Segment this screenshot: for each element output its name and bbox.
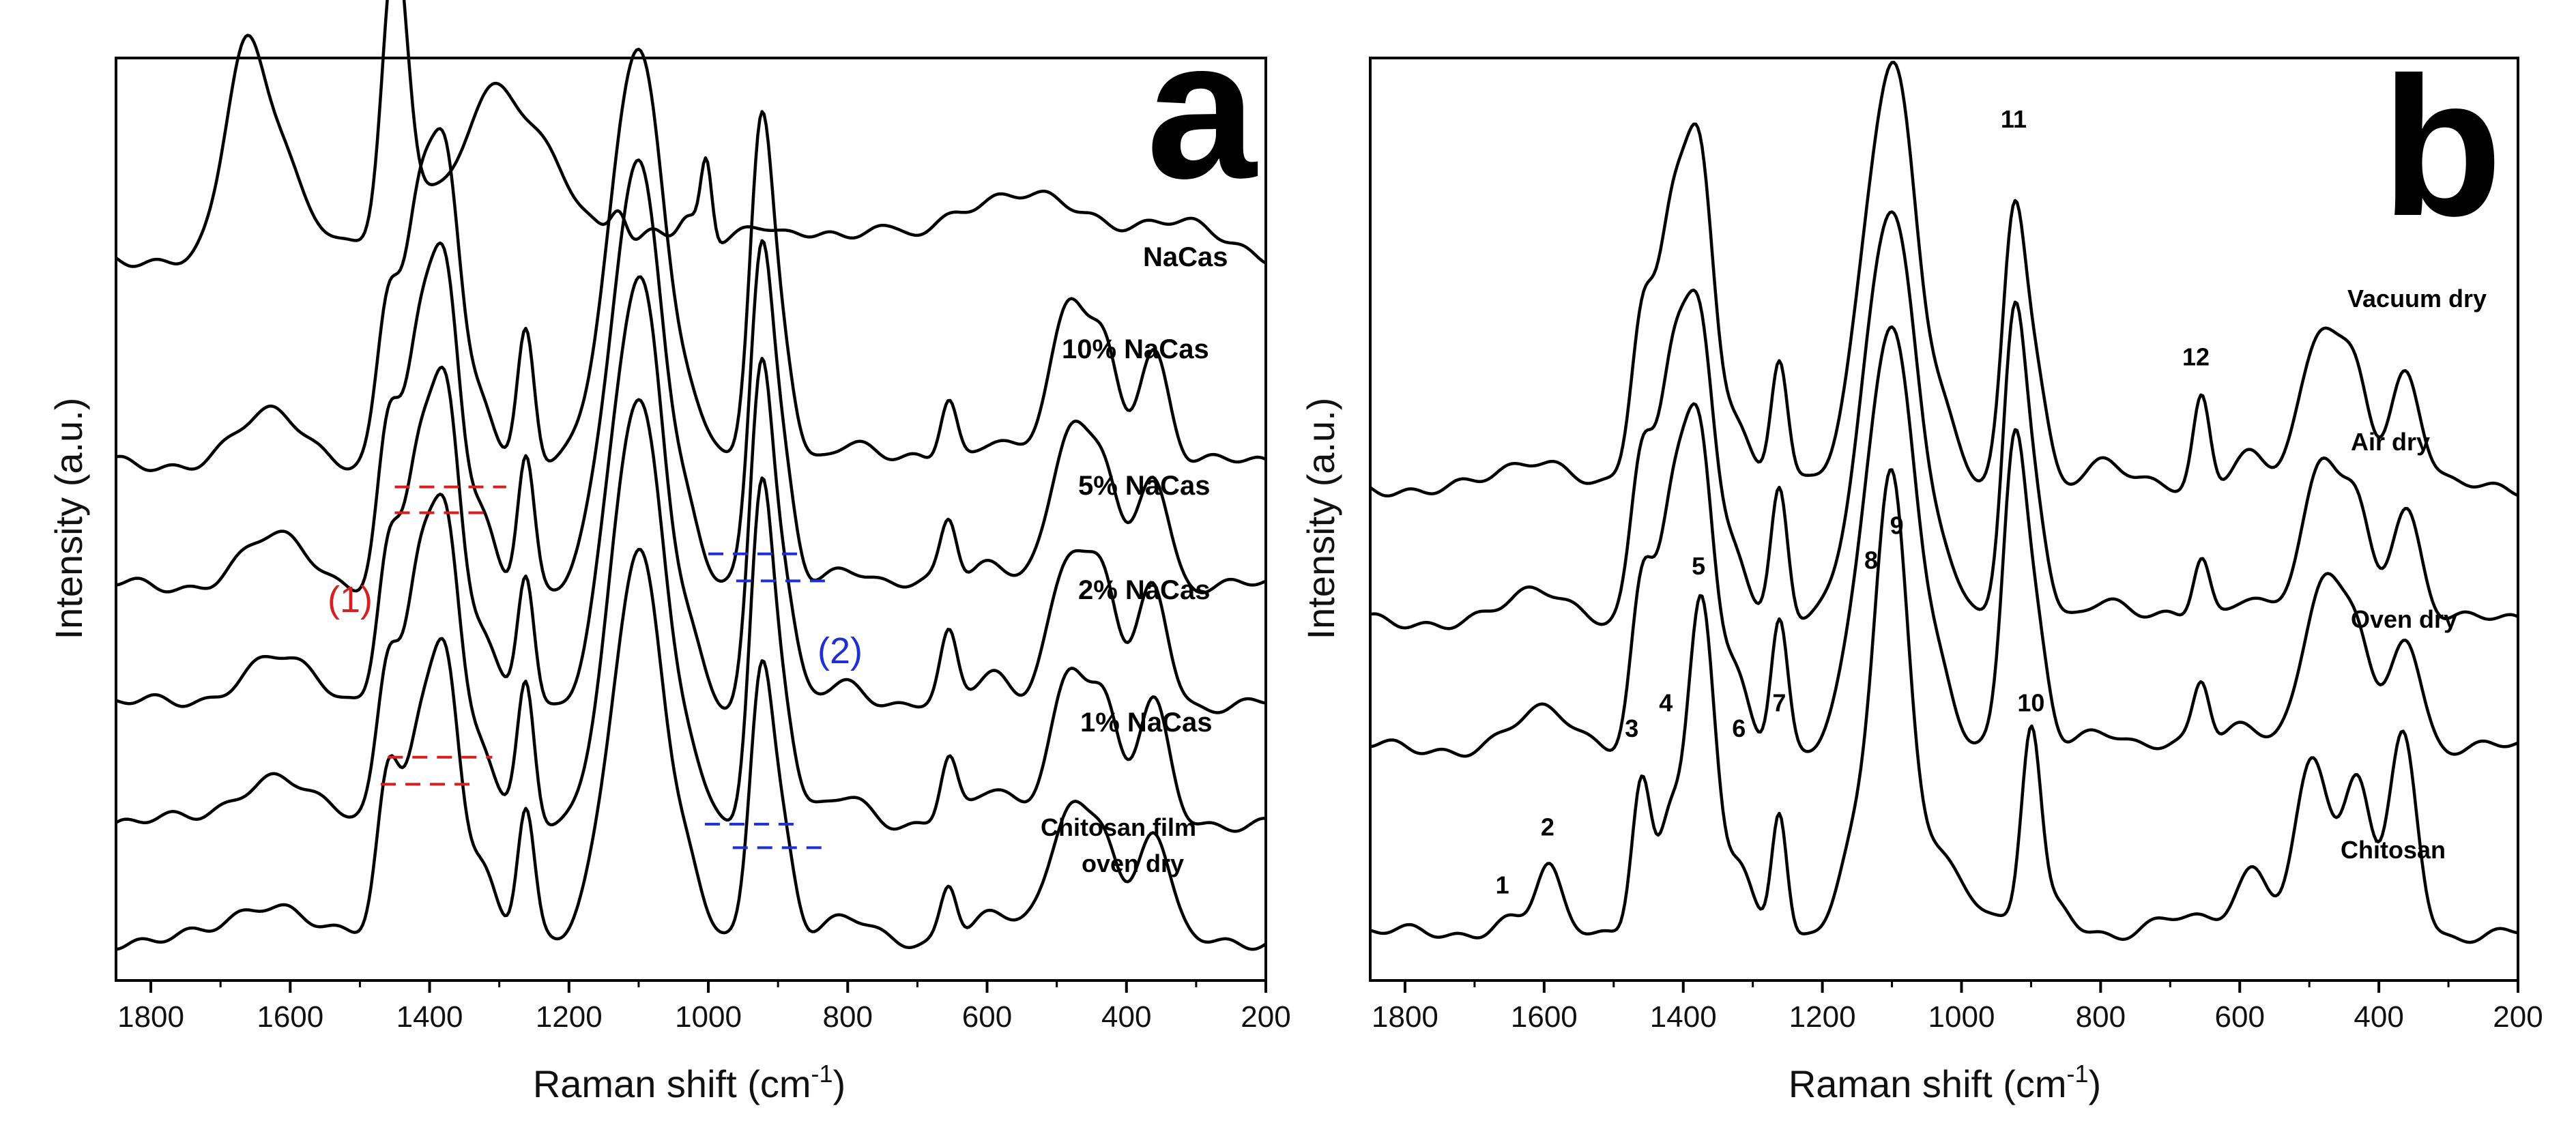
series-label-oven-dry-b: Oven dry (2351, 605, 2457, 633)
peak-label-6: 6 (1732, 714, 1746, 742)
x-tick-label-b-600: 600 (2215, 1000, 2265, 1034)
series-label-vacuum-dry: Vacuum dry (2347, 285, 2487, 312)
spectrum-b-vacuum-dry (1369, 61, 2519, 498)
x-tick-label-b-1800: 1800 (1372, 1000, 1438, 1034)
panel-b-curves (1369, 61, 2519, 944)
series-label-nacas: NaCas (1143, 242, 1228, 272)
x-tick-label-b-1200: 1200 (1789, 1000, 1856, 1034)
panel-a-marker-lines (381, 485, 834, 849)
series-label-chitosan-film: Chitosan film (1041, 813, 1196, 841)
series-label-5pct-nacas: 5% NaCas (1078, 471, 1210, 501)
spectrum-a-chitosan-film-oven-dry (115, 547, 1267, 951)
x-tick-label-b-800: 800 (2076, 1000, 2126, 1034)
spectrum-b-chitosan (1370, 468, 2519, 944)
panel-b-y-axis-title: Intensity (a.u.) (1299, 398, 1342, 640)
peak-label-1: 1 (1496, 871, 1509, 899)
x-tick-label-a-1000: 1000 (675, 1000, 742, 1034)
x-tick-label-a-400: 400 (1101, 1000, 1151, 1034)
panel-b-plot-frame (1369, 57, 2519, 982)
peak-label-2: 2 (1541, 813, 1554, 841)
x-tick-label-a-1400: 1400 (396, 1000, 463, 1034)
panel-b-x-axis-title: Raman shift (cm-1) (1789, 1060, 2101, 1105)
panel-a-x-axis: 1800 1600 1400 1200 1000 800 600 400 200 (117, 980, 1291, 1034)
spectrum-b-oven-dry (1370, 325, 2519, 758)
series-label-oven-dry: oven dry (1082, 849, 1184, 877)
x-tick-label-a-800: 800 (823, 1000, 873, 1034)
peak-label-12: 12 (2182, 343, 2210, 371)
x-tick-label-b-1400: 1400 (1650, 1000, 1717, 1034)
x-tick-label-b-1600: 1600 (1511, 1000, 1578, 1034)
spectrum-b-air-dry (1370, 210, 2519, 630)
series-label-chitosan: Chitosan (2341, 836, 2446, 864)
peak-label-8: 8 (1864, 546, 1878, 574)
peak-label-10: 10 (2017, 688, 2044, 716)
peak-label-4: 4 (1659, 688, 1673, 716)
panel-b: 1800 1600 1400 1200 1000 800 600 400 200 1234567… (1299, 36, 2543, 1105)
panel-b-letter: b (2382, 36, 2502, 257)
x-tick-label-a-200: 200 (1241, 1000, 1290, 1034)
x-tick-label-b-400: 400 (2354, 1000, 2403, 1034)
series-label-2pct-nacas: 2% NaCas (1078, 575, 1210, 605)
x-tick-label-b-200: 200 (2493, 1000, 2543, 1034)
series-label-1pct-nacas: 1% NaCas (1080, 708, 1212, 738)
peak-label-5: 5 (1692, 552, 1705, 580)
peak-label-3: 3 (1625, 714, 1638, 742)
panel-a-y-axis-title: Intensity (a.u.) (47, 398, 90, 640)
series-label-air-dry: Air dry (2351, 428, 2430, 456)
spectrum-a-1pct-nacas (115, 398, 1267, 833)
x-tick-label-a-1600: 1600 (257, 1000, 323, 1034)
spectrum-a-nacas (115, 0, 1267, 268)
panel-a-letter: a (1146, 0, 1258, 220)
x-tick-label-a-600: 600 (962, 1000, 1012, 1034)
spectrum-a-2pct-nacas (115, 275, 1267, 714)
annotation-region-1: (1) (328, 579, 373, 620)
spectrum-a-5pct-nacas (115, 158, 1267, 594)
x-tick-label-b-1000: 1000 (1928, 1000, 1995, 1034)
x-tick-label-a-1800: 1800 (117, 1000, 184, 1034)
x-tick-label-a-1200: 1200 (536, 1000, 603, 1034)
peak-label-7: 7 (1772, 688, 1786, 716)
peak-label-9: 9 (1890, 511, 1904, 539)
panel-a-plot-frame (115, 57, 1267, 982)
panel-a-curves (115, 0, 1267, 951)
peak-label-11: 11 (2001, 105, 2027, 133)
series-label-10pct-nacas: 10% NaCas (1062, 334, 1209, 364)
panel-b-x-axis: 1800 1600 1400 1200 1000 800 600 400 200 (1372, 980, 2543, 1034)
panel-a: 1800 1600 1400 1200 1000 800 600 400 200 a NaCas… (47, 0, 1291, 1105)
panel-a-x-axis-title: Raman shift (cm-1) (533, 1060, 845, 1105)
spectrum-a-10pct-nacas (115, 47, 1267, 472)
annotation-region-2: (2) (817, 630, 863, 671)
